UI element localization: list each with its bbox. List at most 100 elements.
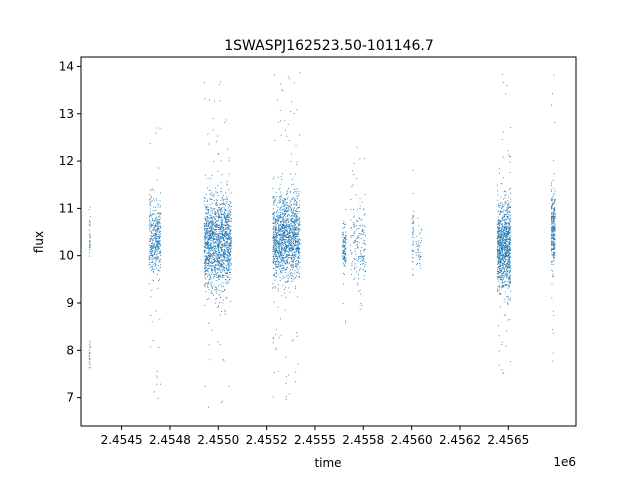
data-point xyxy=(282,202,284,204)
data-point xyxy=(204,258,206,260)
data-point xyxy=(496,199,498,201)
data-point xyxy=(217,235,219,236)
data-point xyxy=(276,245,278,247)
data-point xyxy=(159,235,161,237)
data-point xyxy=(220,249,222,251)
data-point xyxy=(215,229,217,231)
data-point xyxy=(291,268,293,270)
data-point xyxy=(222,233,223,235)
data-point xyxy=(506,85,508,86)
data-point xyxy=(553,216,555,218)
data-point xyxy=(507,238,509,240)
data-point xyxy=(157,224,159,226)
data-point xyxy=(508,234,510,236)
data-point xyxy=(88,229,90,231)
data-point xyxy=(284,252,286,254)
data-point xyxy=(504,235,506,237)
data-point xyxy=(509,256,510,258)
data-point xyxy=(227,249,229,251)
data-point xyxy=(360,305,362,306)
data-point xyxy=(220,236,222,238)
data-point xyxy=(551,217,552,219)
data-point xyxy=(278,219,280,221)
data-point xyxy=(554,230,556,232)
data-point xyxy=(210,237,212,239)
data-point xyxy=(553,237,554,239)
data-point xyxy=(508,251,510,252)
data-point xyxy=(501,256,503,258)
data-point xyxy=(553,248,555,250)
data-point xyxy=(207,270,209,272)
data-point xyxy=(218,240,220,241)
data-point xyxy=(290,219,292,221)
data-point xyxy=(204,255,206,257)
data-point xyxy=(275,228,276,230)
data-point xyxy=(294,258,296,260)
data-point xyxy=(497,219,499,221)
data-point xyxy=(217,276,219,278)
data-point xyxy=(273,212,275,214)
data-point xyxy=(502,211,504,213)
data-point xyxy=(298,223,300,225)
data-point xyxy=(287,76,289,78)
data-point xyxy=(501,267,503,269)
data-point xyxy=(280,254,282,255)
data-point xyxy=(281,247,283,248)
data-point xyxy=(153,230,155,232)
data-point xyxy=(216,253,217,255)
data-point xyxy=(206,241,208,243)
data-point xyxy=(281,265,283,267)
data-point xyxy=(502,254,504,256)
data-point xyxy=(502,254,504,256)
data-point xyxy=(505,245,507,247)
data-point xyxy=(280,239,282,241)
data-point xyxy=(286,234,288,236)
data-point xyxy=(503,277,505,279)
data-point xyxy=(203,226,205,228)
data-point xyxy=(292,266,294,268)
data-point xyxy=(504,267,506,269)
data-point xyxy=(211,210,213,212)
data-point xyxy=(295,237,297,239)
data-point xyxy=(282,200,284,202)
data-point xyxy=(289,225,291,227)
data-point xyxy=(225,213,227,215)
data-point xyxy=(222,270,224,272)
data-point xyxy=(497,325,499,327)
data-point xyxy=(355,258,357,260)
data-point xyxy=(502,156,504,158)
data-point xyxy=(278,227,279,229)
data-point xyxy=(211,221,212,223)
data-point xyxy=(225,225,227,227)
data-point xyxy=(226,271,228,273)
data-point xyxy=(211,329,213,331)
data-point xyxy=(343,234,345,236)
data-point xyxy=(226,272,228,274)
data-point xyxy=(216,225,217,227)
data-point xyxy=(214,253,216,254)
data-point xyxy=(503,241,505,243)
data-point xyxy=(509,261,511,263)
data-point xyxy=(282,229,284,231)
data-point xyxy=(277,230,279,232)
data-point xyxy=(295,226,297,228)
data-point xyxy=(225,259,226,261)
data-point xyxy=(554,252,556,254)
data-point xyxy=(343,272,345,274)
data-point xyxy=(553,243,555,245)
data-point xyxy=(293,197,295,199)
data-point xyxy=(421,229,423,231)
data-point xyxy=(507,242,509,244)
data-point xyxy=(507,207,509,209)
data-point xyxy=(285,296,287,298)
data-point xyxy=(505,257,507,259)
data-point xyxy=(210,249,212,251)
data-point xyxy=(209,282,211,284)
data-point xyxy=(280,334,282,336)
data-point xyxy=(286,224,288,226)
data-point xyxy=(499,270,501,271)
data-point xyxy=(503,285,505,287)
data-point xyxy=(274,245,276,247)
data-point xyxy=(153,225,154,227)
data-point xyxy=(297,363,299,365)
